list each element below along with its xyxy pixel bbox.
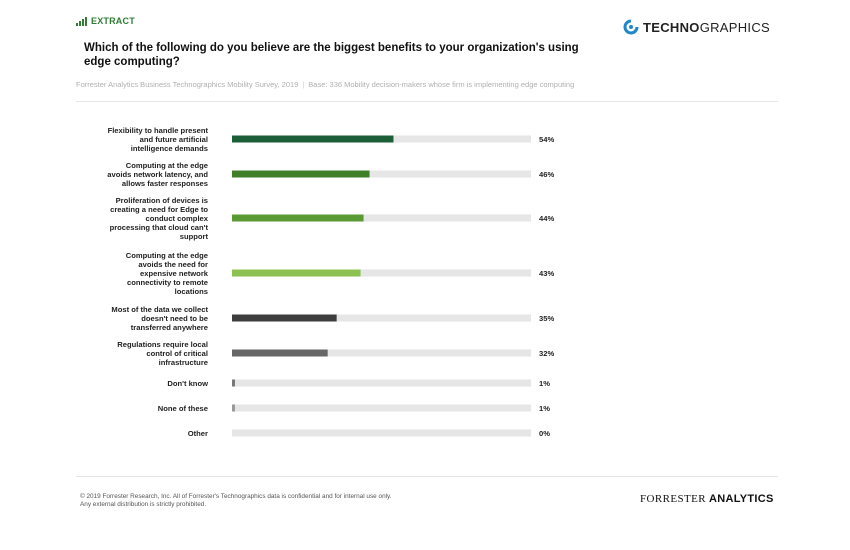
category-label: Don't know bbox=[167, 379, 208, 388]
bar-track bbox=[232, 404, 531, 412]
chart-title: Which of the following do you believe ar… bbox=[84, 42, 579, 68]
footer-divider bbox=[76, 476, 778, 477]
bar-track bbox=[232, 429, 531, 437]
bar bbox=[232, 170, 370, 178]
value-label: 35% bbox=[539, 314, 554, 323]
bar bbox=[232, 314, 337, 322]
signal-bars-icon bbox=[76, 17, 87, 26]
base-text: Base: 336 Mobility decision-makers whose… bbox=[308, 80, 575, 89]
category-label: Regulations require local control of crit… bbox=[117, 340, 208, 367]
technographics-logo: TECHNOGRAPHICS bbox=[623, 19, 770, 35]
bar-track bbox=[232, 214, 531, 222]
bar-track bbox=[232, 269, 531, 277]
forrester-logo-sub: ANALYTICS bbox=[709, 493, 774, 505]
bar bbox=[232, 349, 328, 357]
bar-track bbox=[232, 379, 531, 387]
category-label: Computing at the edge avoids the need for… bbox=[126, 251, 209, 296]
value-label: 54% bbox=[539, 135, 554, 144]
bar-track bbox=[232, 170, 531, 178]
value-label: 0% bbox=[539, 429, 550, 438]
value-label: 1% bbox=[539, 379, 550, 388]
forrester-analytics-logo: FORRESTER ANALYTICS bbox=[640, 493, 774, 505]
category-label: Flexibility to handle present and future … bbox=[108, 126, 209, 153]
bar bbox=[232, 269, 361, 277]
value-label: 32% bbox=[539, 349, 554, 358]
source-text: Forrester Analytics Business Technograph… bbox=[76, 80, 299, 89]
category-label: Proliferation of devices is creating a ne… bbox=[110, 196, 209, 241]
bar bbox=[232, 214, 364, 222]
forrester-logo-main: FORRESTER bbox=[640, 493, 706, 505]
bar-track bbox=[232, 349, 531, 357]
copyright-line-1: © 2019 Forrester Research, Inc. All of F… bbox=[80, 493, 392, 500]
value-label: 43% bbox=[539, 269, 554, 278]
copyright-notice: © 2019 Forrester Research, Inc. All of F… bbox=[80, 493, 425, 509]
copyright-line-2: Any external distribution is strictly pr… bbox=[80, 501, 207, 508]
bar bbox=[232, 135, 394, 143]
value-label: 46% bbox=[539, 170, 554, 179]
bar-track bbox=[232, 314, 531, 322]
category-label: None of these bbox=[158, 404, 208, 413]
value-label: 1% bbox=[539, 404, 550, 413]
bar bbox=[232, 379, 235, 387]
category-label: Other bbox=[188, 429, 208, 438]
category-label: Most of the data we collect doesn't need … bbox=[111, 305, 208, 332]
category-label: Computing at the edge avoids network late… bbox=[107, 161, 208, 188]
extract-badge: EXTRACT bbox=[76, 16, 135, 26]
header-divider bbox=[76, 101, 778, 102]
extract-label: EXTRACT bbox=[91, 16, 135, 26]
technographics-logo-icon bbox=[623, 19, 639, 35]
value-label: 44% bbox=[539, 214, 554, 223]
brand-bold: TECHNO bbox=[643, 19, 700, 35]
bar bbox=[232, 404, 235, 412]
source-line: Forrester Analytics Business Technograph… bbox=[76, 80, 575, 89]
brand-light: GRAPHICS bbox=[699, 19, 771, 35]
